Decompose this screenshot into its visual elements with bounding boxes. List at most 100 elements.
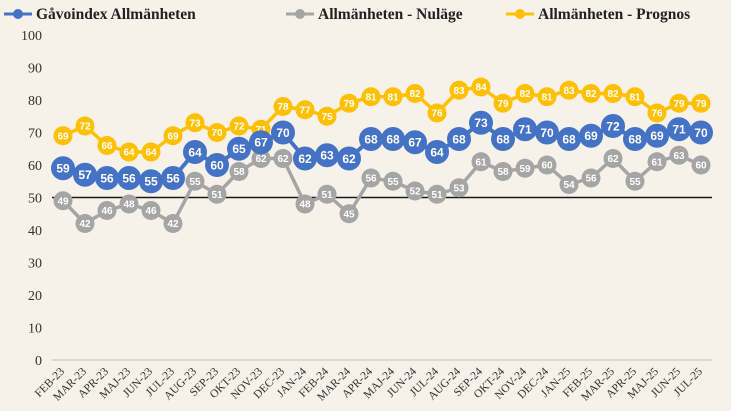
data-point — [427, 103, 447, 123]
data-point — [647, 152, 667, 172]
data-point — [691, 93, 711, 113]
data-label: 69 — [650, 129, 664, 143]
data-point — [405, 84, 425, 103]
data-point — [119, 194, 139, 214]
y-axis: 0 10 20 30 40 50 60 70 80 90 100 — [21, 29, 42, 369]
data-point — [295, 194, 315, 214]
data-point — [161, 166, 185, 190]
data-label: 51 — [321, 190, 333, 201]
data-point — [339, 204, 359, 224]
data-point — [229, 162, 249, 181]
data-label: 63 — [673, 151, 685, 162]
data-point — [667, 117, 691, 142]
y-tick-label: 60 — [28, 159, 42, 174]
data-label: 81 — [629, 92, 641, 103]
data-point — [317, 106, 337, 126]
legend-entry: Allmänheten - Prognos — [538, 6, 690, 23]
data-point — [625, 87, 645, 107]
data-label: 71 — [672, 123, 686, 137]
data-label: 57 — [78, 168, 92, 182]
legend: Gåvoindex Allmänheten Allmänheten - Nuläg… — [4, 6, 690, 23]
data-label: 59 — [519, 164, 531, 175]
data-point — [317, 184, 337, 204]
data-label: 79 — [695, 99, 707, 110]
legend-marker — [295, 9, 305, 19]
data-point — [141, 201, 161, 220]
data-label: 61 — [651, 157, 663, 168]
data-point — [579, 123, 603, 148]
data-point — [645, 123, 669, 148]
data-point — [249, 130, 273, 155]
data-label: 61 — [475, 157, 487, 168]
data-label: 54 — [563, 180, 575, 191]
data-point — [493, 93, 513, 113]
data-label: 64 — [123, 148, 135, 159]
data-point — [141, 142, 161, 162]
data-point — [447, 127, 471, 151]
data-label: 68 — [628, 132, 642, 146]
data-point — [163, 126, 183, 146]
data-point — [293, 146, 317, 171]
data-label: 82 — [519, 89, 531, 100]
data-label: 42 — [79, 219, 91, 230]
data-label: 55 — [387, 177, 399, 188]
y-tick-label: 20 — [28, 289, 42, 304]
data-label: 81 — [541, 92, 553, 103]
data-point — [53, 191, 73, 211]
data-label: 72 — [79, 122, 91, 133]
data-label: 66 — [101, 141, 113, 152]
data-label: 79 — [497, 99, 509, 110]
data-label: 60 — [695, 161, 707, 172]
data-point — [383, 87, 403, 107]
data-point — [647, 103, 667, 123]
data-label: 83 — [453, 86, 465, 97]
data-label: 68 — [364, 132, 378, 146]
data-point — [515, 84, 535, 103]
data-point — [227, 136, 251, 161]
data-point — [383, 171, 403, 191]
data-point — [337, 146, 361, 171]
data-label: 82 — [607, 89, 619, 100]
series-2: 69 72 66 64 64 69 73 70 72 71 78 77 75 79 81 81 82 76 83 84… — [53, 77, 711, 162]
data-label: 76 — [651, 109, 663, 120]
data-label: 64 — [188, 145, 202, 159]
data-label: 62 — [277, 154, 289, 165]
data-point — [537, 155, 557, 175]
data-point — [361, 87, 381, 107]
data-point — [689, 120, 713, 145]
y-tick-label: 10 — [28, 322, 42, 337]
data-label: 73 — [474, 116, 488, 130]
data-label: 78 — [277, 102, 289, 113]
data-point — [403, 130, 427, 155]
data-label: 48 — [299, 200, 311, 211]
data-point — [425, 140, 449, 164]
data-label: 84 — [475, 83, 487, 94]
data-point — [427, 184, 447, 204]
data-point — [625, 171, 645, 191]
data-point — [405, 181, 425, 201]
data-point — [75, 214, 95, 233]
data-point — [449, 80, 469, 100]
y-tick-label: 80 — [28, 94, 42, 109]
data-label: 53 — [453, 183, 465, 194]
data-point — [315, 143, 339, 168]
data-label: 70 — [211, 128, 223, 139]
data-label: 70 — [694, 126, 708, 140]
data-point — [229, 116, 249, 136]
data-label: 71 — [518, 123, 532, 137]
data-label: 55 — [144, 175, 158, 189]
data-label: 51 — [431, 190, 443, 201]
data-label: 82 — [409, 89, 421, 100]
data-label: 56 — [585, 174, 597, 185]
data-point — [339, 93, 359, 113]
data-point — [471, 77, 491, 97]
data-point — [53, 126, 73, 146]
data-point — [73, 162, 97, 187]
data-label: 72 — [233, 122, 245, 133]
data-point — [273, 149, 293, 168]
data-label: 58 — [497, 167, 509, 178]
data-label: 64 — [430, 145, 444, 159]
series-group: 49 42 46 48 46 42 55 51 58 62 62 48 51 45 56 55 52 51 53 61… — [51, 77, 713, 233]
data-point — [95, 166, 119, 190]
data-point — [183, 140, 207, 164]
